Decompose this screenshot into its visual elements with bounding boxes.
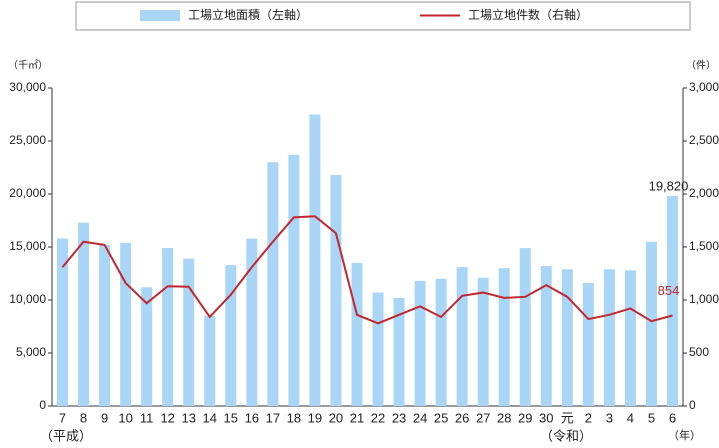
x-tick-label: 30 xyxy=(539,410,553,425)
bar xyxy=(267,162,279,406)
y2-tick-label: 1,500 xyxy=(689,239,719,253)
legend-label: 工場立地面積（左軸） xyxy=(188,7,308,22)
bar xyxy=(183,258,195,406)
x-tick-label: 21 xyxy=(350,410,364,425)
x-tick-label: 7 xyxy=(59,410,66,425)
x-tick-label: 29 xyxy=(518,410,532,425)
x-tick-label: 17 xyxy=(266,410,280,425)
bar xyxy=(645,241,657,406)
data-label: 854 xyxy=(658,283,680,298)
bar xyxy=(498,268,510,406)
bar xyxy=(246,238,258,406)
x-tick-label: 25 xyxy=(434,410,448,425)
y-tick-label: 20,000 xyxy=(9,186,46,200)
line xyxy=(61,215,673,325)
x-tick-label: 24 xyxy=(413,410,427,425)
x-tick-label: 12 xyxy=(160,410,174,425)
x-tick-label: 3 xyxy=(606,410,613,425)
x-tick-label: 10 xyxy=(118,410,132,425)
x-tick-label: 15 xyxy=(224,410,238,425)
x-tick-label: 26 xyxy=(455,410,469,425)
x-tick-label: 4 xyxy=(627,410,634,425)
legend-swatch xyxy=(140,10,180,21)
x-tick-label: 18 xyxy=(287,410,301,425)
x-tick-label: 23 xyxy=(392,410,406,425)
bar xyxy=(435,278,447,406)
x-tick-label: 8 xyxy=(80,410,87,425)
era-label: （平成） xyxy=(40,428,92,443)
bar xyxy=(288,154,300,406)
x-tick-label: 元 xyxy=(561,410,574,425)
y2-axis-label: （件） xyxy=(686,60,716,72)
y2-tick-label: 0 xyxy=(689,398,696,412)
bar xyxy=(393,297,405,406)
bar xyxy=(624,270,636,406)
bar xyxy=(414,280,426,406)
bar xyxy=(372,292,384,406)
bar xyxy=(78,222,90,406)
bar xyxy=(225,265,237,406)
y-tick-label: 30,000 xyxy=(9,80,46,94)
x-tick-label: 2 xyxy=(585,410,592,425)
x-tick-label: 20 xyxy=(329,410,343,425)
y2-tick-label: 2,500 xyxy=(689,133,719,147)
legend-label: 工場立地件数（右軸） xyxy=(468,7,588,22)
y-axis-label: （千㎡） xyxy=(8,60,48,72)
y-tick-label: 5,000 xyxy=(16,345,46,359)
bar xyxy=(477,277,489,406)
bar xyxy=(204,315,216,406)
bar xyxy=(561,269,573,406)
x-tick-label: 14 xyxy=(203,410,217,425)
y-tick-label: 10,000 xyxy=(9,292,46,306)
y-tick-label: 0 xyxy=(39,398,46,412)
x-tick-label: 13 xyxy=(181,410,195,425)
x-axis-label: （年） xyxy=(668,428,701,442)
data-label: 19,820 xyxy=(649,178,689,193)
bar xyxy=(309,114,321,406)
bar xyxy=(99,244,111,406)
bar xyxy=(57,238,69,406)
x-tick-label: 11 xyxy=(140,410,154,425)
y2-tick-label: 1,000 xyxy=(689,292,719,306)
era-label: （令和） xyxy=(540,428,592,443)
bar xyxy=(141,287,153,406)
bar xyxy=(120,242,132,406)
x-tick-label: 9 xyxy=(101,410,108,425)
x-tick-label: 5 xyxy=(648,410,655,425)
bar xyxy=(330,174,342,406)
y2-tick-label: 3,000 xyxy=(689,80,719,94)
x-tick-label: 22 xyxy=(371,410,385,425)
x-tick-label: 28 xyxy=(497,410,511,425)
bar xyxy=(666,195,678,406)
bar xyxy=(540,266,552,406)
x-tick-label: 6 xyxy=(669,410,676,425)
bar xyxy=(351,262,363,406)
x-tick-label: 16 xyxy=(245,410,259,425)
bar xyxy=(582,283,594,406)
y2-tick-label: 2,000 xyxy=(689,186,719,200)
x-tick-label: 27 xyxy=(476,410,490,425)
bar xyxy=(162,248,174,406)
x-tick-label: 19 xyxy=(308,410,322,425)
y2-tick-label: 500 xyxy=(689,345,709,359)
bar xyxy=(456,267,468,406)
y-tick-label: 25,000 xyxy=(9,133,46,147)
y-tick-label: 15,000 xyxy=(9,239,46,253)
bar xyxy=(519,248,531,406)
bar xyxy=(603,269,615,406)
